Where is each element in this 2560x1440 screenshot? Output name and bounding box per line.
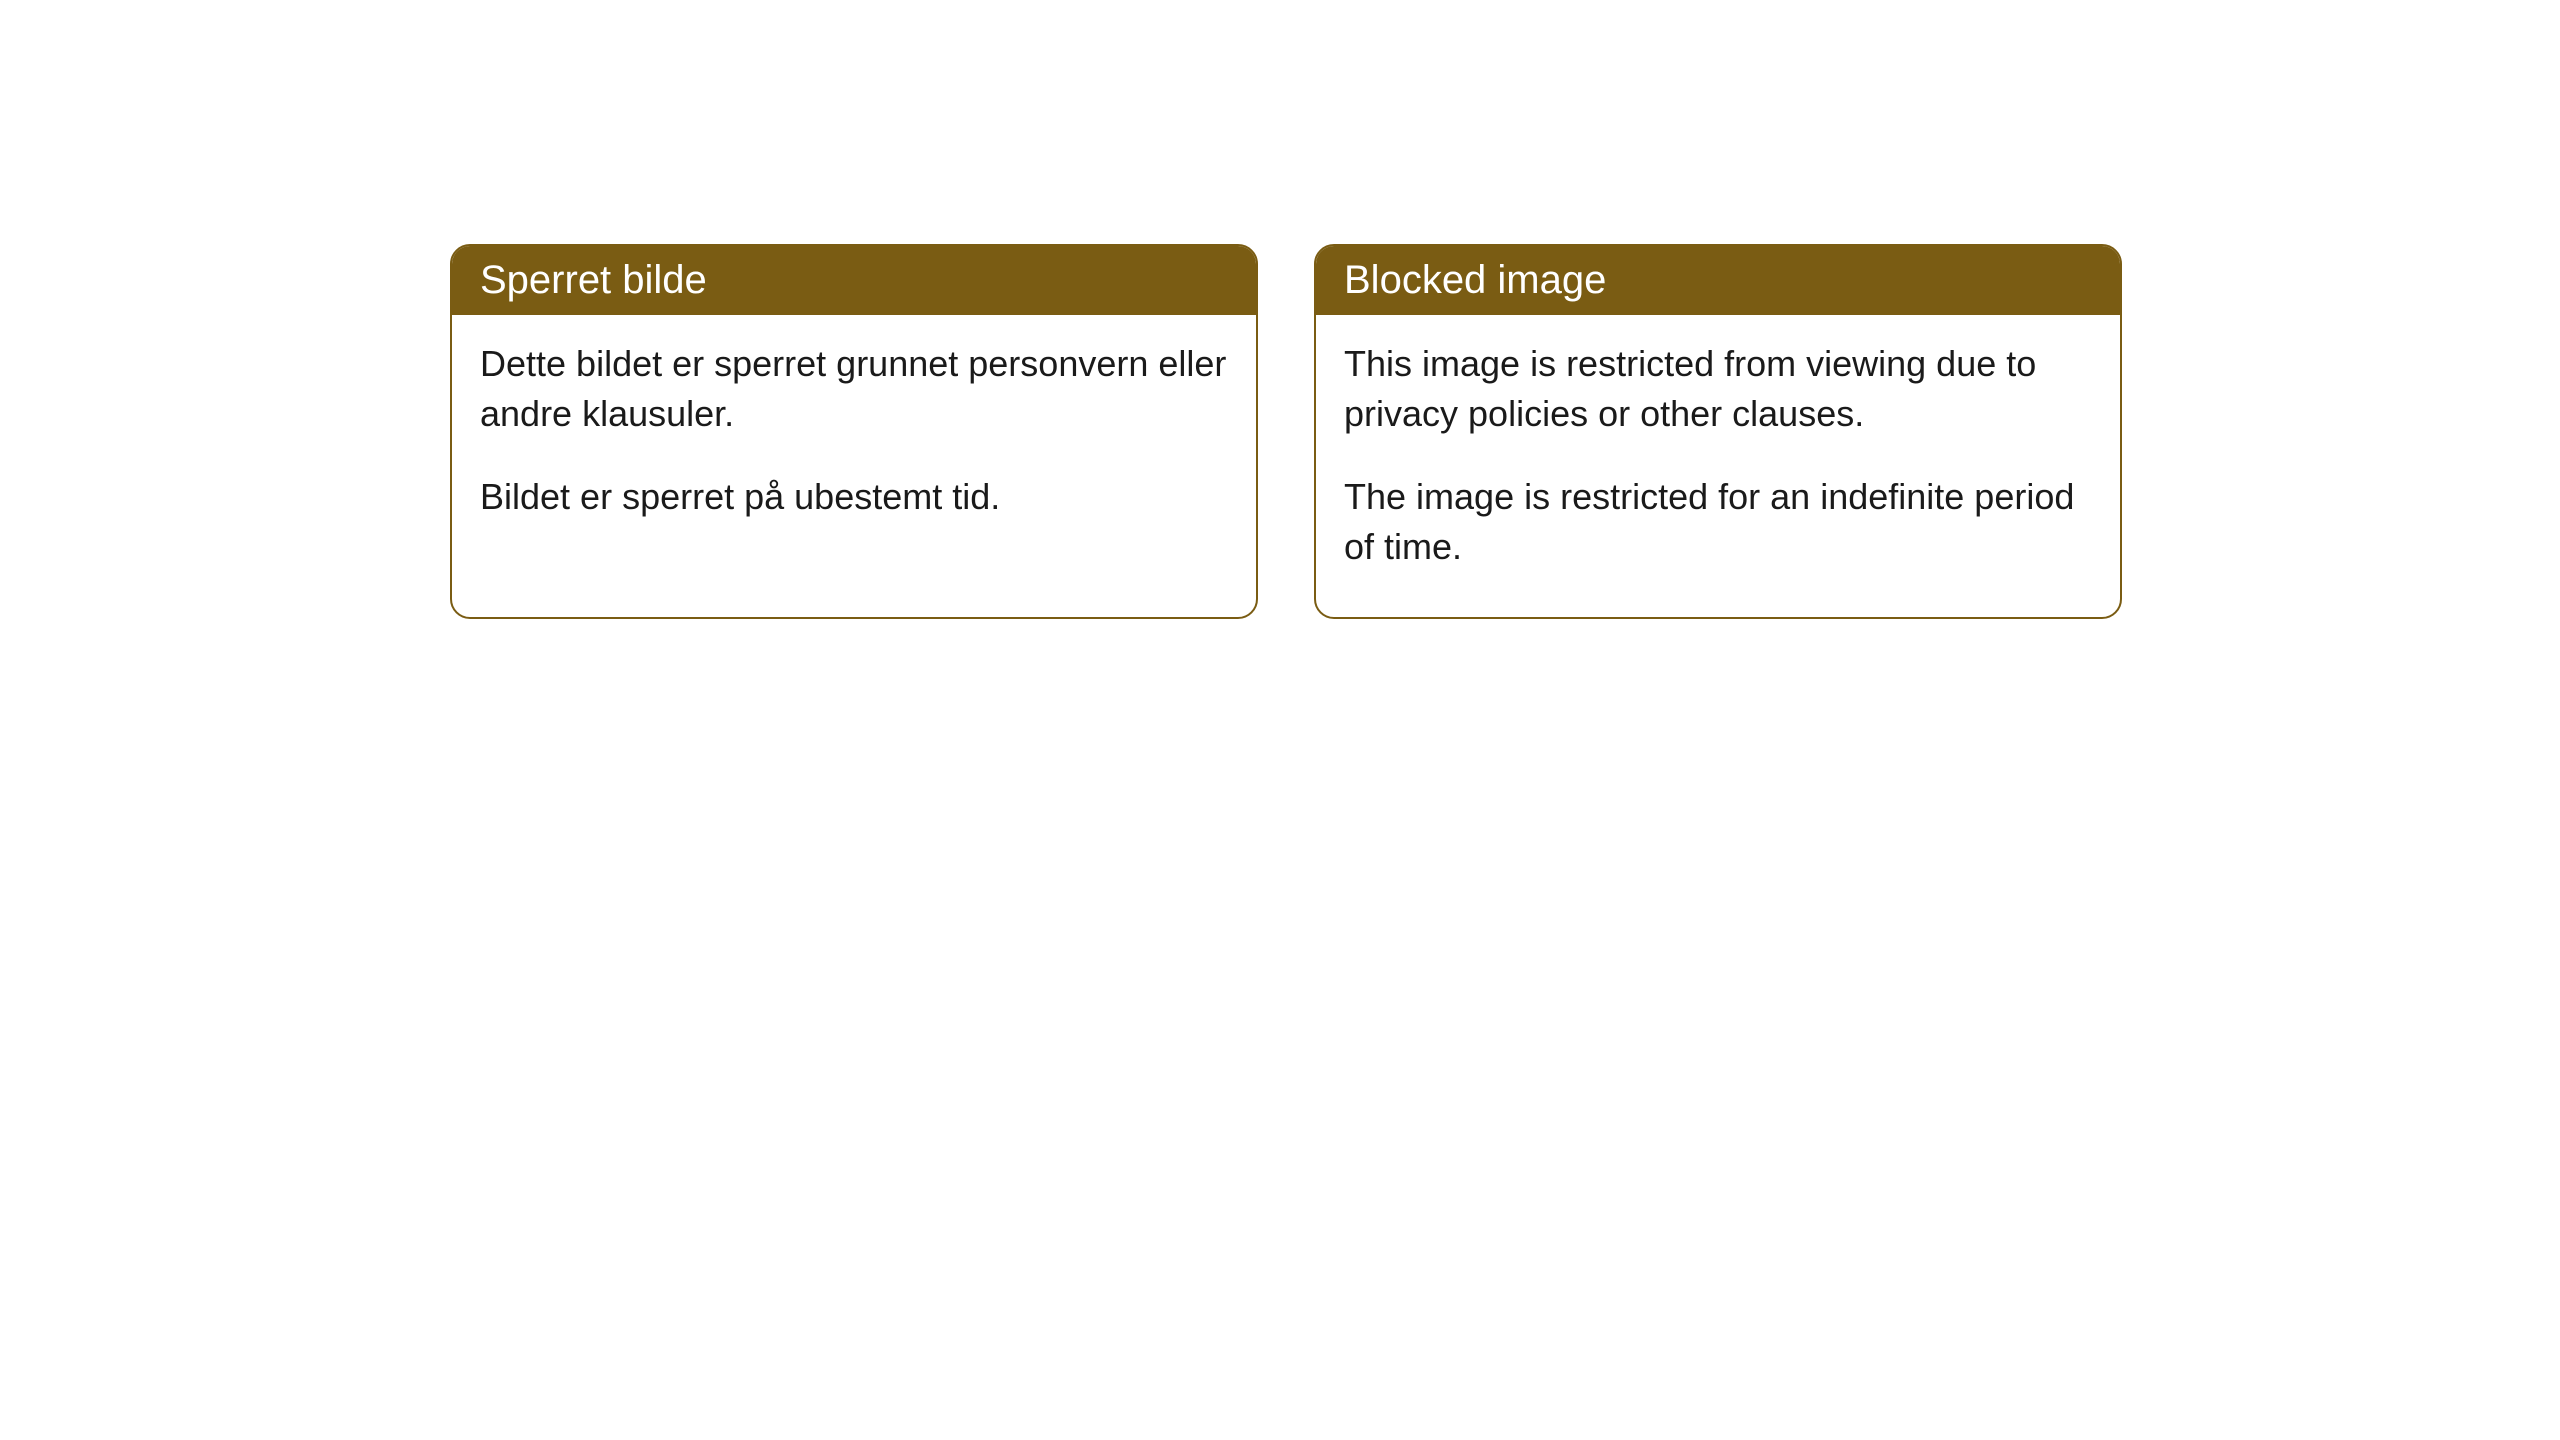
card-paragraph: The image is restricted for an indefinit… [1344,472,2092,573]
card-paragraph: Bildet er sperret på ubestemt tid. [480,472,1228,522]
card-title: Blocked image [1344,258,1606,302]
card-body: Dette bildet er sperret grunnet personve… [452,315,1256,566]
card-header: Sperret bilde [452,246,1256,315]
cards-container: Sperret bilde Dette bildet er sperret gr… [450,244,2122,619]
card-body: This image is restricted from viewing du… [1316,315,2120,617]
blocked-image-card-norwegian: Sperret bilde Dette bildet er sperret gr… [450,244,1258,619]
card-paragraph: Dette bildet er sperret grunnet personve… [480,339,1228,440]
blocked-image-card-english: Blocked image This image is restricted f… [1314,244,2122,619]
card-title: Sperret bilde [480,258,707,302]
card-paragraph: This image is restricted from viewing du… [1344,339,2092,440]
card-header: Blocked image [1316,246,2120,315]
